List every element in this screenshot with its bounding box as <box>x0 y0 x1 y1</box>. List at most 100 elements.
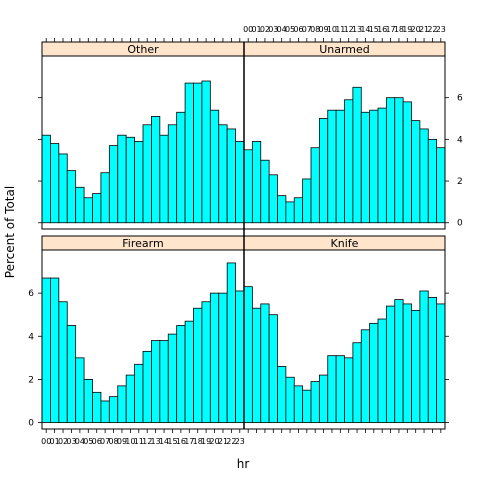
bar-knife-00 <box>243 286 253 423</box>
bar-firearm-12 <box>142 350 152 423</box>
x-tick-label-17: 17 <box>385 25 395 34</box>
bar-other-05 <box>83 197 93 224</box>
bar-knife-12 <box>344 357 354 423</box>
bar-firearm-08 <box>108 396 119 423</box>
x-tick-label-15: 15 <box>369 25 379 34</box>
y-tick-label-bottom-0: 0 <box>28 419 34 429</box>
bar-unarmed-14 <box>360 111 371 224</box>
x-tick-label-04: 04 <box>277 25 287 34</box>
y-tick-label-bottom-6: 6 <box>28 289 34 299</box>
x-tick-label-16: 16 <box>377 25 387 34</box>
x-tick-label-05: 05 <box>285 25 295 34</box>
bar-unarmed-10 <box>327 109 337 224</box>
bar-knife-11 <box>335 355 345 423</box>
bar-unarmed-02 <box>260 159 270 224</box>
bar-knife-03 <box>268 314 278 423</box>
bar-unarmed-20 <box>411 120 421 224</box>
bar-unarmed-06 <box>293 197 304 224</box>
bar-other-19 <box>201 80 211 224</box>
x-tick-label-01: 01 <box>50 437 60 446</box>
bar-other-14 <box>159 134 169 224</box>
bar-knife-08 <box>310 381 320 423</box>
bar-other-15 <box>167 124 178 224</box>
x-tick-label-08: 08 <box>310 25 320 34</box>
x-tick-label-23: 23 <box>235 437 245 446</box>
x-tick-label-09: 09 <box>117 437 127 446</box>
y-tick-label-top-0: 0 <box>457 219 463 229</box>
bar-unarmed-23 <box>436 147 446 224</box>
x-tick-label-21: 21 <box>218 437 228 446</box>
bar-unarmed-08 <box>310 147 320 224</box>
bar-other-03 <box>66 170 77 224</box>
bar-other-16 <box>176 111 186 224</box>
x-tick-label-02: 02 <box>260 25 270 34</box>
x-tick-label-03: 03 <box>66 437 76 446</box>
bar-firearm-02 <box>58 301 68 423</box>
bar-knife-20 <box>411 309 421 423</box>
bar-knife-09 <box>318 374 329 423</box>
x-tick-label-17: 17 <box>184 437 194 446</box>
bar-firearm-14 <box>159 340 169 423</box>
bar-firearm-22 <box>226 262 236 423</box>
y-tick-label-top-4: 4 <box>457 135 463 145</box>
strip-label-unarmed: Unarmed <box>319 43 370 56</box>
bar-unarmed-03 <box>268 174 278 224</box>
bar-other-01 <box>50 143 60 224</box>
y-tick-label-top-2: 2 <box>457 177 463 187</box>
bar-firearm-23 <box>235 290 245 423</box>
x-tick-label-11: 11 <box>335 25 345 34</box>
bar-other-17 <box>184 82 194 224</box>
y-tick-label-bottom-2: 2 <box>28 375 34 385</box>
bar-firearm-15 <box>167 333 178 423</box>
x-tick-label-04: 04 <box>75 437 85 446</box>
x-tick-label-16: 16 <box>176 437 186 446</box>
x-tick-label-19: 19 <box>402 25 412 34</box>
bar-unarmed-12 <box>344 99 354 224</box>
bar-other-00 <box>41 134 51 224</box>
bar-firearm-11 <box>134 363 144 423</box>
bar-unarmed-16 <box>377 107 387 224</box>
x-tick-label-22: 22 <box>226 437 236 446</box>
bar-unarmed-09 <box>318 118 329 224</box>
bar-firearm-21 <box>218 292 228 423</box>
x-tick-label-18: 18 <box>193 437 203 446</box>
x-tick-label-00: 00 <box>243 25 253 34</box>
bar-unarmed-00 <box>243 149 253 224</box>
bar-firearm-06 <box>92 391 102 423</box>
bar-knife-17 <box>385 305 396 423</box>
x-tick-label-22: 22 <box>427 25 437 34</box>
bar-knife-05 <box>285 376 295 423</box>
bar-unarmed-11 <box>335 109 345 224</box>
panel-knife: Knife <box>243 235 446 430</box>
bar-knife-13 <box>352 342 362 423</box>
bar-knife-10 <box>327 355 337 423</box>
x-tick-label-06: 06 <box>293 25 303 34</box>
bar-unarmed-07 <box>302 178 312 224</box>
x-tick-label-20: 20 <box>411 25 421 34</box>
bar-unarmed-22 <box>427 138 438 224</box>
panel-firearm: Firearm <box>41 235 245 430</box>
strip-label-other: Other <box>127 43 159 56</box>
bar-knife-14 <box>360 329 371 423</box>
strip-label-knife: Knife <box>331 237 359 250</box>
bar-other-18 <box>193 82 203 224</box>
bar-other-10 <box>125 136 135 224</box>
bar-unarmed-15 <box>369 109 379 224</box>
panel-unarmed: Unarmed <box>243 41 446 230</box>
bar-unarmed-17 <box>385 97 396 224</box>
bar-knife-15 <box>369 322 379 423</box>
x-tick-label-18: 18 <box>394 25 404 34</box>
x-tick-label-10: 10 <box>125 437 135 446</box>
bar-other-07 <box>100 172 110 224</box>
bar-other-12 <box>142 124 152 224</box>
bar-firearm-05 <box>83 378 93 423</box>
bar-firearm-03 <box>66 325 77 423</box>
x-tick-label-15: 15 <box>167 437 177 446</box>
bar-knife-02 <box>260 303 270 423</box>
bar-firearm-09 <box>117 385 127 423</box>
bar-unarmed-13 <box>352 86 362 224</box>
x-tick-label-07: 07 <box>302 25 312 34</box>
x-tick-label-10: 10 <box>327 25 337 34</box>
x-tick-label-05: 05 <box>83 437 93 446</box>
